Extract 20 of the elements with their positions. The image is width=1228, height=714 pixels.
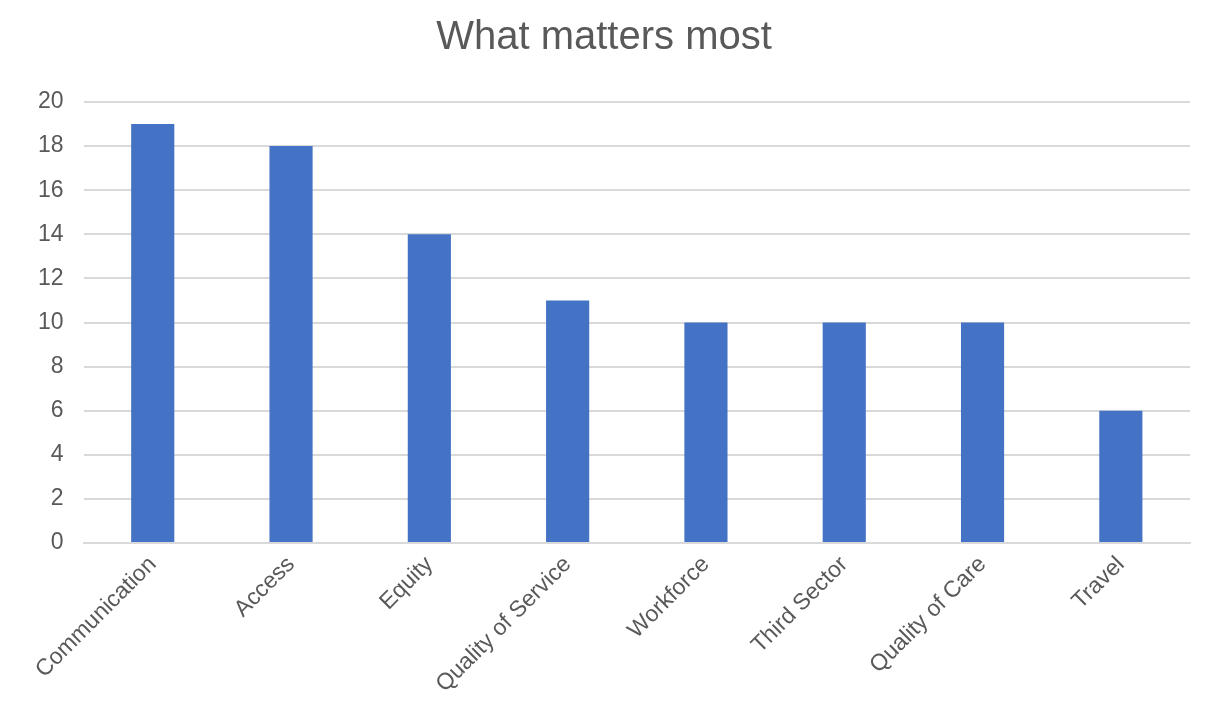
bar (546, 300, 590, 543)
y-tick-label: 0 (50, 528, 64, 555)
y-tick-label: 16 (37, 175, 64, 202)
bar (822, 322, 866, 543)
bar (960, 322, 1005, 543)
bar (269, 146, 313, 543)
bar (407, 234, 451, 543)
y-tick-label: 20 (37, 87, 64, 114)
y-tick-label: 18 (37, 131, 64, 158)
bar (1099, 410, 1143, 543)
bar (131, 124, 175, 543)
y-tick-label: 10 (37, 307, 64, 334)
y-tick-label: 4 (50, 440, 64, 467)
y-tick-label: 12 (37, 263, 64, 290)
chart-title: What matters most (436, 13, 772, 58)
y-tick-label: 6 (50, 396, 64, 423)
y-tick-label: 14 (37, 219, 64, 246)
bar (684, 322, 728, 543)
y-tick-label: 8 (50, 351, 64, 378)
y-tick-label: 2 (50, 484, 64, 511)
